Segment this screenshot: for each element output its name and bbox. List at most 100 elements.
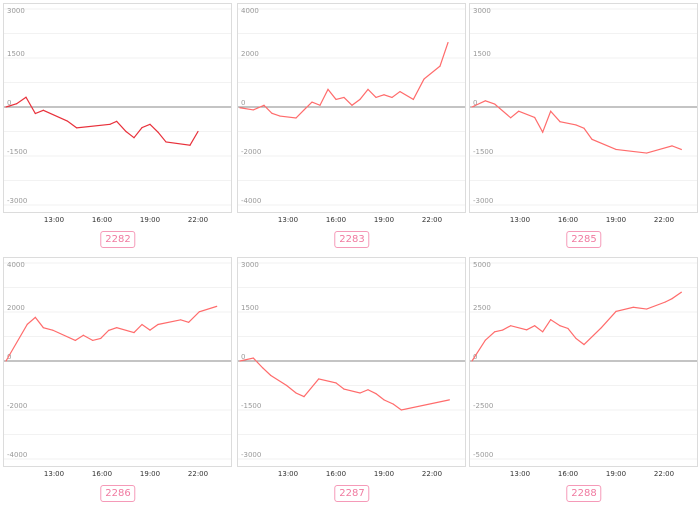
data-point	[567, 327, 569, 330]
data-point	[216, 305, 218, 307]
x-tick-label: 19:00	[606, 470, 626, 478]
data-point	[646, 308, 648, 310]
data-point	[252, 357, 254, 359]
data-point	[66, 120, 68, 122]
x-tick-label: 19:00	[140, 470, 160, 478]
data-point	[400, 409, 402, 411]
x-tick-label: 22:00	[188, 470, 208, 478]
data-point	[34, 316, 36, 318]
y-tick-label: 0	[7, 99, 11, 107]
data-point	[680, 148, 682, 151]
line-chart: 3000 1500 0 -1500 -3000 13:00 16:00 19:00 22:00	[3, 3, 232, 224]
x-tick-label: 13:00	[44, 470, 64, 478]
data-point	[180, 319, 182, 321]
data-point	[82, 334, 84, 336]
data-point	[149, 329, 151, 331]
x-tick-label: 16:00	[558, 216, 578, 224]
data-point	[239, 360, 241, 362]
data-point	[367, 88, 369, 90]
data-point	[343, 388, 345, 390]
data-point	[133, 331, 135, 334]
x-tick-label: 22:00	[422, 216, 442, 224]
data-point	[92, 339, 94, 342]
y-tick-label: 3000	[473, 7, 491, 15]
line-chart: 4000 2000 0 -2000 -4000 13:00 16:00 19:00 22:00	[237, 3, 466, 224]
plot-frame	[237, 3, 466, 213]
y-tick-label: 2000	[241, 50, 259, 58]
line-chart: 3000 1500 0 -1500 -3000 13:00 16:00 19:00 22:00	[469, 3, 698, 224]
data-point	[100, 337, 102, 340]
data-point	[559, 325, 561, 327]
line-chart: 3000 1500 0 -1500 -3000 13:00 16:00 19:00 22:00	[237, 257, 466, 478]
data-point	[343, 96, 345, 99]
x-tick-label: 16:00	[92, 470, 112, 478]
data-point	[412, 98, 414, 101]
data-point	[42, 327, 44, 329]
data-point	[327, 88, 329, 90]
data-point	[188, 321, 190, 323]
data-point	[591, 138, 593, 140]
data-point	[76, 127, 78, 129]
data-point	[583, 127, 585, 129]
data-point	[680, 291, 682, 293]
data-point	[157, 323, 159, 326]
chart-label-badge[interactable]: 2283	[334, 231, 370, 248]
data-point	[583, 343, 585, 346]
data-point	[26, 323, 28, 325]
y-tick-label: 4000	[241, 7, 259, 15]
data-point	[671, 298, 673, 300]
chart-label-badge[interactable]: 2288	[566, 485, 602, 502]
data-point	[335, 98, 337, 101]
y-tick-label: 3000	[241, 261, 259, 269]
data-point	[383, 94, 385, 96]
data-point	[550, 319, 552, 321]
data-point	[534, 325, 536, 327]
series-line	[471, 291, 682, 362]
y-tick-label: 1500	[241, 304, 259, 312]
data-point	[109, 123, 111, 125]
y-tick-label: -3000	[241, 451, 261, 459]
data-point	[671, 145, 673, 147]
chart-label-badge[interactable]: 2286	[100, 485, 136, 502]
data-point	[351, 104, 353, 106]
data-point	[295, 392, 297, 394]
data-point	[510, 117, 512, 119]
x-tick-label: 16:00	[558, 470, 578, 478]
y-tick-label: -4000	[241, 197, 261, 205]
data-point	[484, 100, 486, 102]
y-tick-label: -3000	[7, 197, 27, 205]
data-point	[359, 98, 361, 101]
data-point	[510, 325, 512, 327]
data-point	[141, 126, 143, 129]
data-point	[303, 396, 305, 398]
y-tick-label: 2500	[473, 304, 491, 312]
plot-frame	[3, 257, 232, 467]
chart-label-badge[interactable]: 2282	[100, 231, 136, 248]
y-tick-label: 2000	[7, 304, 25, 312]
y-tick-label: -5000	[473, 451, 493, 459]
data-point	[239, 107, 241, 109]
y-tick-label: -4000	[7, 451, 27, 459]
data-point	[42, 109, 44, 111]
data-point	[16, 103, 18, 105]
data-point	[5, 360, 7, 362]
x-tick-label: 19:00	[374, 470, 394, 478]
y-tick-label: -1500	[473, 148, 493, 156]
data-point	[335, 382, 337, 384]
data-point	[559, 121, 561, 123]
data-point	[448, 399, 450, 401]
chart-label-badge[interactable]: 2287	[334, 485, 370, 502]
data-point	[189, 144, 191, 146]
data-point	[383, 399, 385, 401]
data-point	[542, 131, 544, 133]
x-tick-label: 19:00	[374, 216, 394, 224]
data-point	[25, 96, 27, 98]
x-tick-label: 13:00	[510, 216, 530, 224]
y-tick-label: 1500	[7, 50, 25, 58]
chart-label-badge[interactable]: 2285	[566, 231, 602, 248]
data-point	[108, 329, 110, 331]
data-point	[319, 104, 321, 106]
data-point	[125, 130, 127, 133]
data-point	[439, 65, 441, 67]
data-point	[615, 148, 617, 151]
